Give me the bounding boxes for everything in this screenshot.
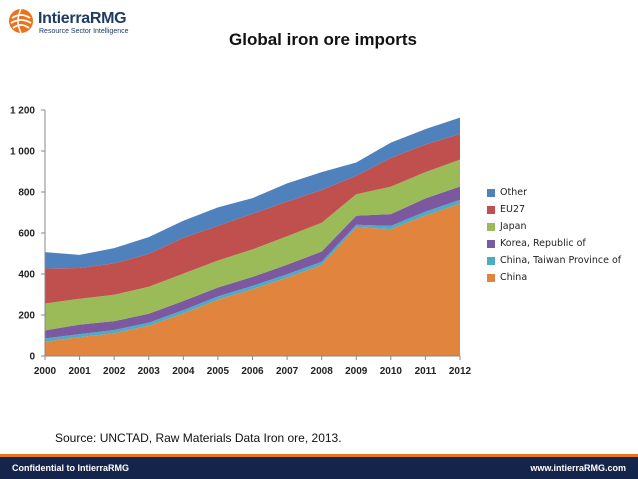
legend-item: Other — [487, 184, 621, 201]
chart-legend: Other EU27 Japan Korea, Republic of China, T… — [487, 184, 621, 286]
x-tick-label: 2002 — [103, 366, 126, 377]
area-series-5 — [45, 133, 460, 304]
legend-item: EU27 — [487, 201, 621, 218]
x-tick-label: 2007 — [276, 366, 299, 377]
y-tick-label: 600 — [18, 229, 35, 240]
legend-item: Korea, Republic of — [487, 235, 621, 252]
x-tick-label: 2008 — [311, 366, 334, 377]
logo-tagline: Resource Sector Intelligence — [39, 28, 129, 35]
y-tick-label: 0 — [29, 352, 35, 363]
y-tick-label: 400 — [18, 270, 35, 281]
legend-label: China, Taiwan Province of — [500, 255, 622, 266]
company-logo: IntierraRMG Resource Sector Intelligence — [8, 6, 178, 40]
legend-item: Japan — [487, 218, 621, 235]
legend-item: China, Taiwan Province of — [487, 252, 621, 269]
legend-swatch — [487, 222, 495, 231]
legend-swatch — [487, 188, 495, 197]
x-tick-label: 2011 — [415, 366, 437, 377]
area-series-3 — [45, 186, 460, 339]
legend-item: China — [487, 269, 621, 286]
source-note: Source: UNCTAD, Raw Materials Data Iron … — [55, 431, 342, 445]
logo-globe-icon — [9, 8, 33, 34]
x-tick-label: 2006 — [241, 366, 264, 377]
y-tick-label: 1 200 — [10, 106, 35, 117]
area-series-4 — [45, 159, 460, 331]
y-tick-label: 800 — [18, 188, 35, 199]
legend-label: China — [500, 272, 528, 283]
x-tick-label: 2009 — [345, 366, 368, 377]
legend-label: Japan — [500, 221, 527, 232]
x-tick-label: 2012 — [449, 366, 472, 377]
legend-label: Korea, Republic of — [500, 238, 586, 249]
area-series-6 — [45, 117, 460, 269]
logo-name: IntierraRMG — [38, 10, 127, 27]
x-tick-label: 2003 — [138, 366, 161, 377]
x-tick-label: 2005 — [207, 366, 230, 377]
area-series-1 — [45, 203, 460, 356]
legend-swatch — [487, 256, 495, 265]
footer-confidential: Confidential to IntierraRMG — [12, 463, 129, 473]
x-tick-label: 2000 — [34, 366, 57, 377]
chart-title: Global iron ore imports — [229, 30, 417, 49]
x-tick-label: 2010 — [380, 366, 403, 377]
y-tick-label: 200 — [18, 311, 35, 322]
legend-label: EU27 — [500, 204, 526, 215]
legend-swatch — [487, 239, 495, 248]
legend-label: Other — [500, 187, 527, 198]
legend-swatch — [487, 273, 495, 282]
y-tick-label: 1 000 — [10, 147, 35, 158]
x-tick-label: 2001 — [68, 366, 91, 377]
legend-swatch — [487, 205, 495, 214]
footer-website: www.intierraRMG.com — [530, 463, 626, 473]
x-tick-label: 2004 — [172, 366, 195, 377]
footer-bar: Confidential to IntierraRMG www.intierra… — [0, 454, 638, 479]
